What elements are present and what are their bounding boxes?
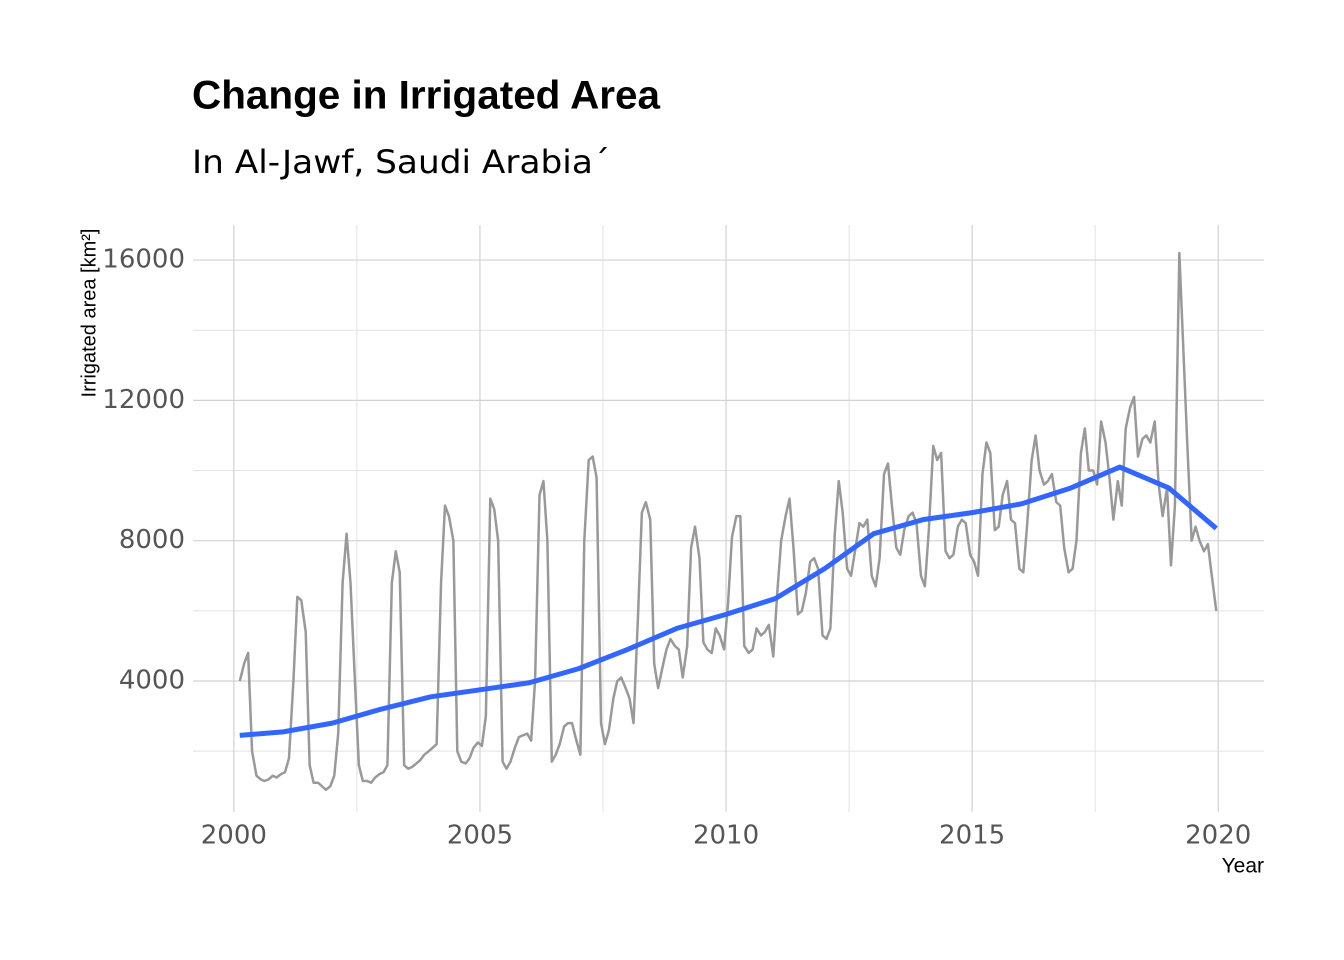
chart-subtitle: In Al-Jawf, Saudi Arabia´ bbox=[192, 143, 610, 181]
y-tick-label: 8000 bbox=[119, 525, 185, 555]
chart-title: Change in Irrigated Area bbox=[192, 74, 661, 118]
x-tick-label: 2015 bbox=[939, 821, 1005, 851]
y-tick-label: 4000 bbox=[119, 666, 185, 696]
trend-line bbox=[239, 464, 1218, 738]
x-axis-label: Year bbox=[1222, 855, 1264, 878]
x-tick-label: 2000 bbox=[201, 821, 267, 851]
y-axis-label: Irrigated area [km²] bbox=[78, 229, 100, 398]
x-tick-label: 2020 bbox=[1185, 821, 1251, 851]
x-tick-label: 2005 bbox=[447, 821, 513, 851]
x-tick-label: 2010 bbox=[693, 821, 759, 851]
y-tick-label: 16000 bbox=[102, 245, 185, 275]
y-tick-label: 12000 bbox=[102, 385, 185, 415]
data-line bbox=[238, 251, 1218, 792]
